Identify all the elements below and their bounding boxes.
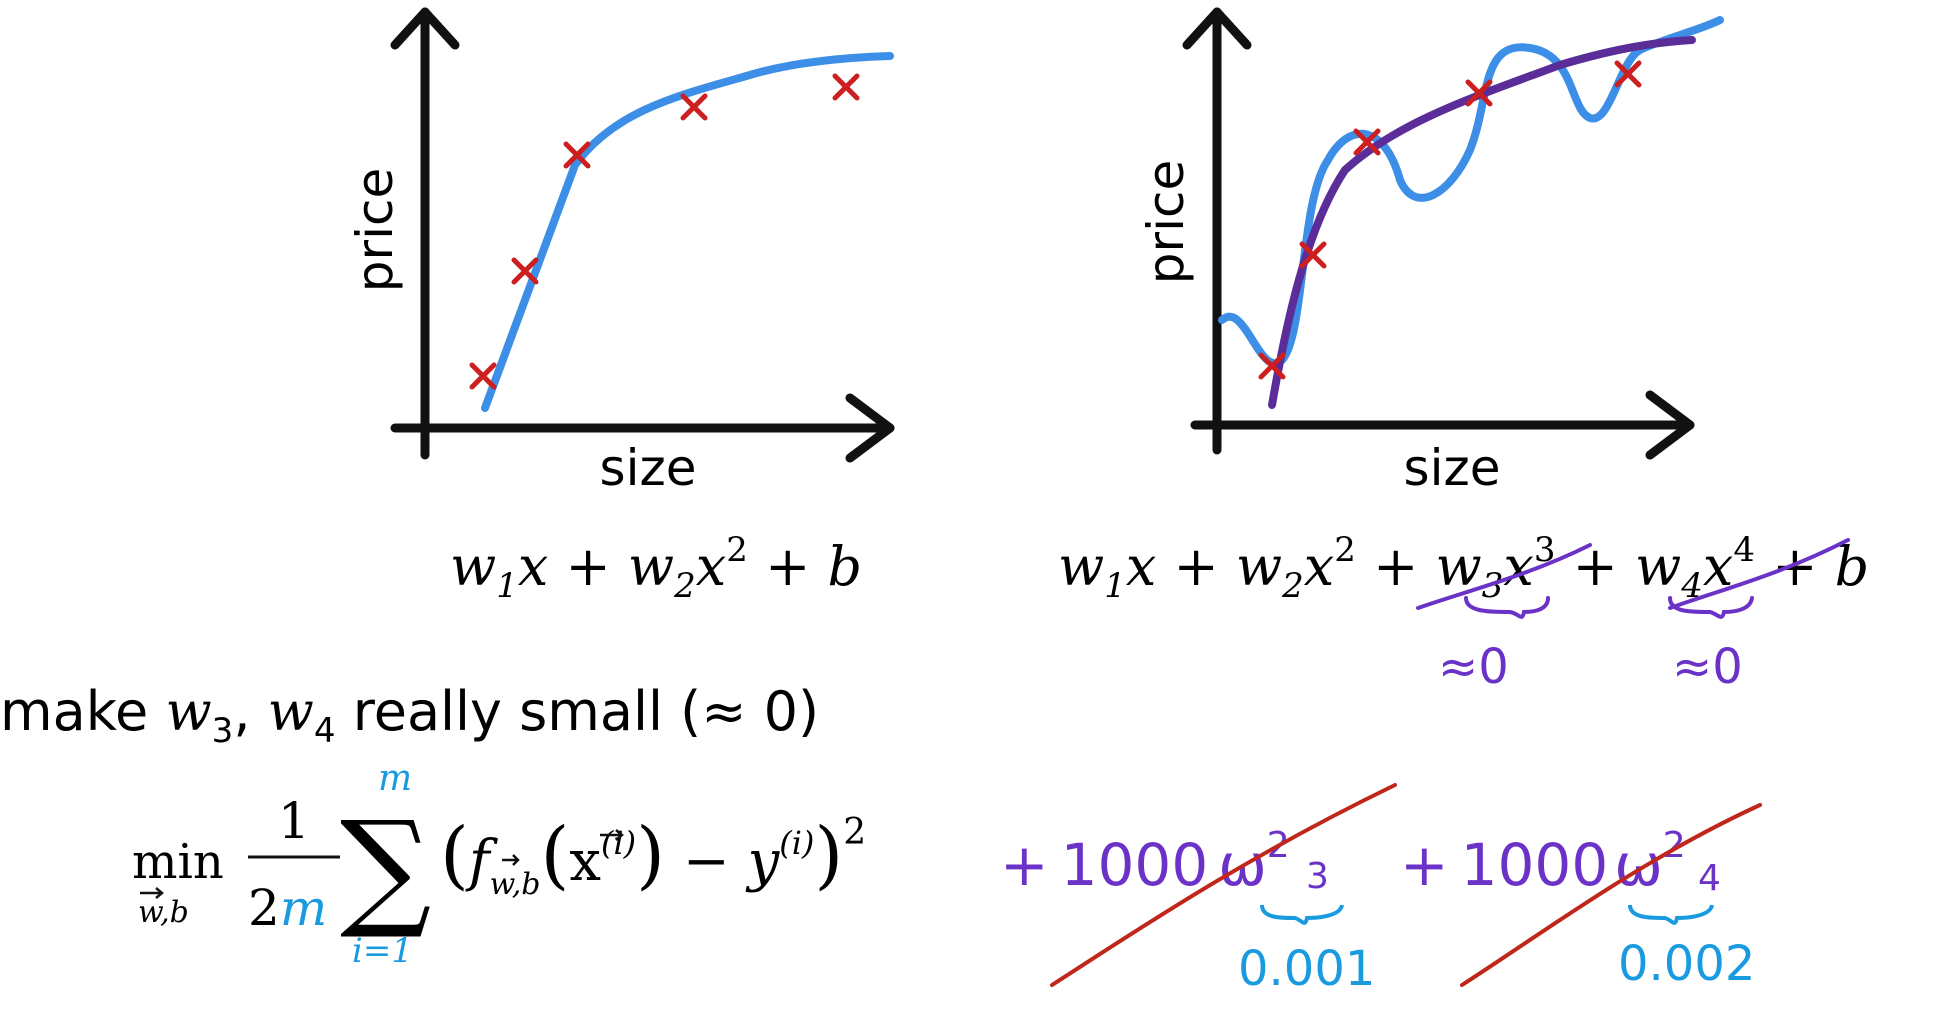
brace-w3 <box>1464 596 1550 619</box>
left-fit-curve <box>481 52 894 412</box>
data-point-x-icon <box>680 93 708 121</box>
strike-reg-2 <box>1460 803 1762 987</box>
approx-w4: ≈0 <box>1672 639 1743 695</box>
vector-arrows <box>502 829 624 866</box>
loss-term: (fw,b(x(i)) − y(i))2 <box>440 812 866 902</box>
right-axes <box>1182 7 1695 460</box>
regularization-terms: +1000 ω2 3 0.001 +1000 ω2 4 0.002 <box>1000 783 1762 997</box>
cost-function: min w,b 1 2m m ∑ i=1 (fw,b(x(i)) − y(i))… <box>132 758 866 971</box>
reg-value-4: 0.002 <box>1618 936 1755 992</box>
right-formula: w1x + w2x2 + w3x3 + w4x4 + b <box>1058 530 1869 606</box>
right-x-arrow-icon <box>1645 390 1695 460</box>
right-ylabel: price <box>1137 160 1195 284</box>
frac-denominator: 2m <box>248 879 327 937</box>
strike-w4 <box>1668 538 1850 610</box>
min-operator: min <box>132 834 224 890</box>
data-point-x-icon <box>469 362 497 390</box>
frac-numerator: 1 <box>278 792 310 850</box>
left-plot: size price w1x + w2x2 + b <box>346 7 895 606</box>
statement: make w3, w4 really small (≈ 0) <box>0 680 819 751</box>
left-ylabel: price <box>346 168 404 292</box>
right-xlabel: size <box>1404 439 1501 497</box>
data-point-x-icon <box>563 141 591 169</box>
right-annotations <box>1416 538 1850 619</box>
left-formula: w1x + w2x2 + b <box>450 530 862 606</box>
min-sub-arrow-icon <box>140 887 164 899</box>
data-point-x-icon <box>1353 128 1381 156</box>
data-point-x-icon <box>832 73 860 101</box>
data-point-x-icon <box>1614 60 1642 88</box>
data-point-x-icon <box>511 257 539 285</box>
reg-sub-3: 3 <box>1306 856 1329 897</box>
brace-reg-3 <box>1260 904 1344 925</box>
approx-w3: ≈0 <box>1438 639 1509 695</box>
reg-sub-4: 4 <box>1698 858 1721 899</box>
left-xlabel: size <box>600 439 697 497</box>
left-axes <box>390 7 895 463</box>
brace-reg-4 <box>1628 904 1714 925</box>
data-point-x-icon <box>1465 79 1493 107</box>
data-point-x-icon <box>1299 241 1327 269</box>
data-point-x-icon <box>1258 352 1286 380</box>
strike-w3 <box>1416 543 1592 610</box>
sum-upper-limit: m <box>378 758 412 799</box>
sum-icon: ∑ <box>340 794 431 943</box>
sum-lower-limit: i=1 <box>352 931 413 971</box>
left-data-points <box>469 73 860 390</box>
brace-w4 <box>1668 596 1754 619</box>
left-x-arrow-icon <box>845 393 895 463</box>
right-data-points <box>1258 60 1642 380</box>
right-regularized-curve <box>1268 36 1696 409</box>
right-plot: size price w1x + w2x2 + w3x3 + w4x4 + b … <box>1058 7 1869 695</box>
reg-value-3: 0.001 <box>1238 941 1375 997</box>
left-y-arrow-icon <box>390 7 460 50</box>
reg-term-2: +1000 ω2 <box>1400 825 1686 899</box>
strike-reg-1 <box>1050 783 1397 987</box>
min-subscript: w,b <box>138 895 189 930</box>
right-y-arrow-icon <box>1182 7 1252 50</box>
right-overfit-curve <box>1218 16 1724 368</box>
